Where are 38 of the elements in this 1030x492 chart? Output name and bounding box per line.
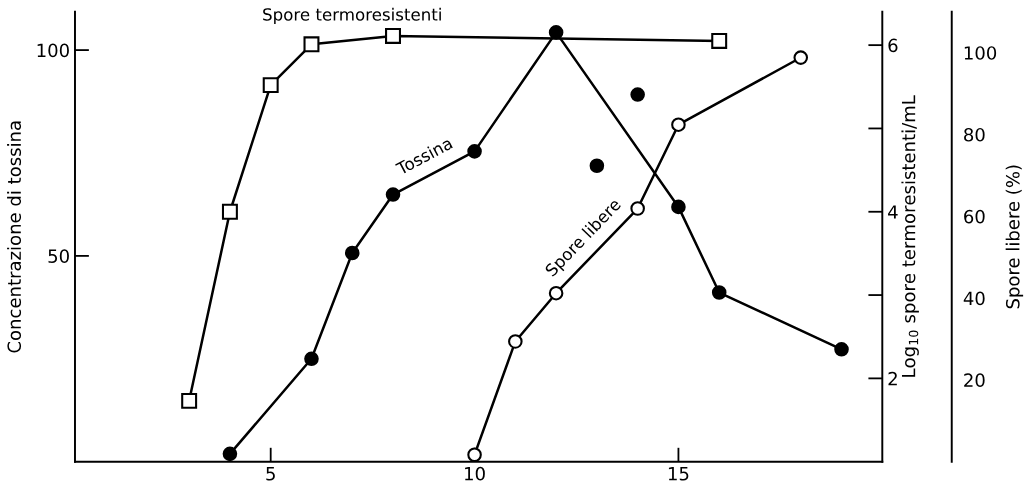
point xyxy=(304,351,319,367)
y3-tick-label: 20 xyxy=(964,373,985,388)
point xyxy=(711,32,728,49)
point xyxy=(589,158,605,174)
point xyxy=(303,36,320,53)
point xyxy=(630,87,645,102)
y-tick-label: 50 xyxy=(48,249,69,264)
point xyxy=(467,144,482,159)
x-tick-label: 10 xyxy=(465,466,485,481)
point xyxy=(467,447,482,462)
point xyxy=(548,285,564,301)
point xyxy=(221,203,238,220)
y2-axis-title: Log$_{10}$ spore termoresistenti/mL xyxy=(901,95,919,377)
point xyxy=(834,342,849,357)
point xyxy=(344,245,360,261)
x-tick-label: 5 xyxy=(266,467,275,481)
y3-tick-label: 60 xyxy=(964,209,985,224)
series-label: Spore termoresistenti xyxy=(263,7,441,24)
y3-axis-title: Spore libere (%) xyxy=(1005,165,1024,309)
point xyxy=(793,50,809,65)
point xyxy=(181,392,198,409)
y-axis-title: Concentrazione di tossina xyxy=(7,121,22,353)
point xyxy=(671,117,686,132)
point xyxy=(508,334,523,349)
point xyxy=(262,77,279,94)
point xyxy=(671,199,686,215)
y2-tick-label: 6 xyxy=(888,38,898,53)
point xyxy=(711,285,727,300)
point xyxy=(630,201,645,216)
point xyxy=(222,446,238,462)
point xyxy=(385,187,401,202)
y3-tick-label: 80 xyxy=(964,127,985,142)
y2-tick-label: 2 xyxy=(888,371,897,386)
y3-tick-label: 100 xyxy=(964,46,997,60)
y2-tick-label: 4 xyxy=(888,205,898,219)
y3-tick-label: 40 xyxy=(963,291,985,306)
x-tick-label: 15 xyxy=(668,467,689,481)
point xyxy=(385,27,401,44)
